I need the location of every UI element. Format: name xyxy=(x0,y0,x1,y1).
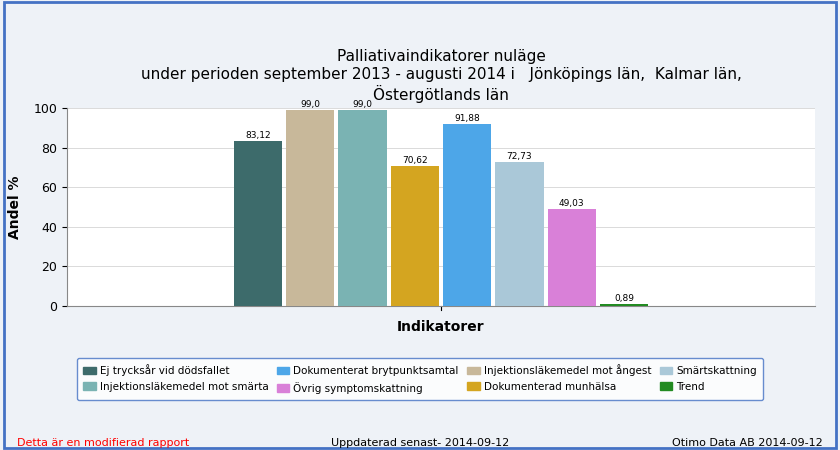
Bar xyxy=(286,110,334,306)
Text: 72,73: 72,73 xyxy=(507,152,533,161)
Text: 99,0: 99,0 xyxy=(353,100,372,109)
Text: Otimo Data AB 2014-09-12: Otimo Data AB 2014-09-12 xyxy=(673,438,823,448)
Y-axis label: Andel %: Andel % xyxy=(8,175,23,239)
Text: 0,89: 0,89 xyxy=(614,294,634,303)
Bar xyxy=(234,141,282,306)
Bar xyxy=(548,209,596,306)
Bar xyxy=(496,162,543,306)
X-axis label: Indikatorer: Indikatorer xyxy=(397,320,485,334)
Text: 91,88: 91,88 xyxy=(454,114,480,123)
Bar xyxy=(339,110,386,306)
Bar xyxy=(391,166,439,306)
Bar xyxy=(443,124,491,306)
Legend: Ej trycksår vid dödsfallet, Injektionsläkemedel mot smärta, Dokumenterat brytpun: Ej trycksår vid dödsfallet, Injektionslä… xyxy=(76,358,764,400)
Text: Uppdaterad senast- 2014-09-12: Uppdaterad senast- 2014-09-12 xyxy=(331,438,509,448)
Text: 49,03: 49,03 xyxy=(559,199,585,208)
Title: Palliativaindikatorer nuläge
under perioden september 2013 - augusti 2014 i   Jö: Palliativaindikatorer nuläge under perio… xyxy=(140,49,742,103)
Text: Detta är en modifierad rapport: Detta är en modifierad rapport xyxy=(17,438,189,448)
Text: 70,62: 70,62 xyxy=(402,156,428,165)
Bar xyxy=(600,304,648,306)
Text: 83,12: 83,12 xyxy=(245,131,270,140)
Text: 99,0: 99,0 xyxy=(300,100,320,109)
